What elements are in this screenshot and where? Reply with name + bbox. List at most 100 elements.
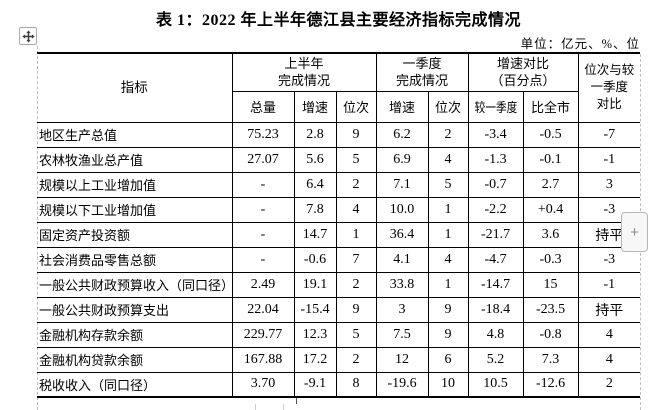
rank-cell[interactable]: 1: [335, 221, 377, 248]
table-move-handle[interactable]: [19, 27, 37, 45]
total-cell[interactable]: -: [231, 196, 295, 223]
indicator-cell[interactable]: 农林牧渔业总产值: [37, 146, 233, 173]
total-cell[interactable]: 22.04: [231, 296, 295, 323]
vs-q1-cell[interactable]: -18.4: [467, 296, 524, 323]
growth-cell[interactable]: 6.4: [293, 171, 337, 198]
q1-rank-cell[interactable]: 4: [427, 146, 469, 173]
indicator-cell[interactable]: 金融机构贷款余额: [37, 346, 233, 373]
growth-cell[interactable]: 14.7: [293, 221, 337, 248]
q1-rank-cell[interactable]: 9: [427, 296, 469, 323]
vs-q1-cell[interactable]: 4.8: [467, 321, 524, 348]
q1-growth-cell[interactable]: -19.6: [375, 371, 429, 398]
growth-cell[interactable]: 7.8: [293, 196, 337, 223]
subheader-q1-rank[interactable]: 位次: [427, 90, 469, 123]
insert-column-button[interactable]: +: [621, 212, 648, 252]
subheader-vs-q1[interactable]: 较一季度: [467, 90, 524, 123]
vs-city-cell[interactable]: -12.6: [522, 371, 579, 398]
rank-compare-cell[interactable]: -1: [577, 271, 641, 298]
q1-growth-cell[interactable]: 6.9: [375, 146, 429, 173]
page-title[interactable]: 表 1：2022 年上半年德江县主要经济指标完成情况: [155, 12, 521, 29]
rank-cell[interactable]: 4: [335, 196, 377, 223]
vs-q1-cell[interactable]: -21.7: [467, 221, 524, 248]
growth-cell[interactable]: 5.6: [293, 146, 337, 173]
vs-city-cell[interactable]: -0.5: [522, 121, 579, 148]
indicator-cell[interactable]: 规模以下工业增加值: [37, 196, 233, 223]
total-cell[interactable]: 75.23: [231, 121, 295, 148]
vs-city-cell[interactable]: -0.1: [522, 146, 579, 173]
rank-cell[interactable]: 9: [335, 121, 377, 148]
total-cell[interactable]: 167.88: [231, 346, 295, 373]
indicator-cell[interactable]: 社会消费品零售总额: [37, 246, 233, 273]
subheader-q1-growth[interactable]: 增速: [375, 90, 429, 123]
vs-q1-cell[interactable]: -1.3: [467, 146, 524, 173]
indicator-cell[interactable]: 固定资产投资额: [37, 221, 233, 248]
subheader-rank[interactable]: 位次: [335, 90, 377, 123]
vs-q1-cell[interactable]: -0.7: [467, 171, 524, 198]
total-cell[interactable]: 27.07: [231, 146, 295, 173]
vs-q1-cell[interactable]: -2.2: [467, 196, 524, 223]
growth-cell[interactable]: 19.1: [293, 271, 337, 298]
q1-rank-cell[interactable]: 1: [427, 271, 469, 298]
q1-growth-cell[interactable]: 10.0: [375, 196, 429, 223]
rank-cell[interactable]: 2: [335, 271, 377, 298]
indicator-cell[interactable]: 金融机构存款余额: [37, 321, 233, 348]
rank-cell[interactable]: 7: [335, 246, 377, 273]
q1-rank-cell[interactable]: 1: [427, 221, 469, 248]
q1-growth-cell[interactable]: 7.5: [375, 321, 429, 348]
rank-compare-cell[interactable]: 4: [577, 321, 641, 348]
vs-city-cell[interactable]: 2.7: [522, 171, 579, 198]
rank-cell[interactable]: 8: [335, 371, 377, 398]
header-indicator[interactable]: 指标: [37, 52, 233, 123]
vs-city-cell[interactable]: -0.3: [522, 246, 579, 273]
vs-q1-cell[interactable]: -3.4: [467, 121, 524, 148]
vs-city-cell[interactable]: 3.6: [522, 221, 579, 248]
header-group-q1[interactable]: 一季度 完成情况: [375, 52, 469, 92]
total-cell[interactable]: -: [231, 171, 295, 198]
q1-rank-cell[interactable]: 2: [427, 121, 469, 148]
rank-compare-cell[interactable]: 4: [577, 346, 641, 373]
header-group-growth-compare[interactable]: 增速对比 （百分点）: [467, 52, 579, 92]
q1-growth-cell[interactable]: 4.1: [375, 246, 429, 273]
rank-cell[interactable]: 9: [335, 296, 377, 323]
rank-compare-cell[interactable]: 3: [577, 171, 641, 198]
growth-cell[interactable]: 2.8: [293, 121, 337, 148]
q1-growth-cell[interactable]: 3: [375, 296, 429, 323]
vs-city-cell[interactable]: 15: [522, 271, 579, 298]
total-cell[interactable]: -: [231, 221, 295, 248]
vs-city-cell[interactable]: 7.3: [522, 346, 579, 373]
q1-rank-cell[interactable]: 1: [427, 196, 469, 223]
indicator-cell[interactable]: 税收收入（同口径）: [37, 371, 233, 398]
subheader-total[interactable]: 总量: [232, 90, 295, 123]
rank-compare-cell[interactable]: 持平: [577, 296, 641, 323]
total-cell[interactable]: -: [231, 246, 295, 273]
indicator-cell[interactable]: 地区生产总值: [37, 121, 233, 148]
q1-growth-cell[interactable]: 7.1: [375, 171, 429, 198]
vs-city-cell[interactable]: -0.8: [522, 321, 579, 348]
rank-compare-cell[interactable]: -7: [577, 121, 641, 148]
total-cell[interactable]: 229.77: [231, 321, 295, 348]
growth-cell[interactable]: 12.3: [293, 321, 337, 348]
unit-note[interactable]: 单位：亿元、%、位: [520, 37, 640, 51]
rank-cell[interactable]: 5: [335, 146, 377, 173]
total-cell[interactable]: 2.49: [231, 271, 295, 298]
q1-growth-cell[interactable]: 36.4: [375, 221, 429, 248]
q1-growth-cell[interactable]: 6.2: [375, 121, 429, 148]
rank-cell[interactable]: 2: [335, 346, 377, 373]
q1-growth-cell[interactable]: 12: [375, 346, 429, 373]
total-cell[interactable]: 3.70: [231, 371, 295, 398]
subheader-vs-city[interactable]: 比全市: [522, 90, 579, 123]
q1-rank-cell[interactable]: 5: [427, 171, 469, 198]
vs-q1-cell[interactable]: 10.5: [467, 371, 524, 398]
q1-rank-cell[interactable]: 4: [427, 246, 469, 273]
header-rank-compare[interactable]: 位次与较 一季度 对比: [577, 52, 641, 123]
indicator-cell[interactable]: 一般公共财政预算收入（同口径）: [37, 271, 233, 298]
vs-city-cell[interactable]: +0.4: [522, 196, 579, 223]
q1-rank-cell[interactable]: 9: [427, 321, 469, 348]
indicator-cell[interactable]: 规模以上工业增加值: [37, 171, 233, 198]
header-group-half-year[interactable]: 上半年 完成情况: [231, 52, 377, 92]
growth-cell[interactable]: -15.4: [293, 296, 337, 323]
subheader-growth[interactable]: 增速: [293, 90, 337, 123]
rank-compare-cell[interactable]: -1: [577, 146, 641, 173]
growth-cell[interactable]: -0.6: [293, 246, 337, 273]
growth-cell[interactable]: -9.1: [293, 371, 337, 398]
